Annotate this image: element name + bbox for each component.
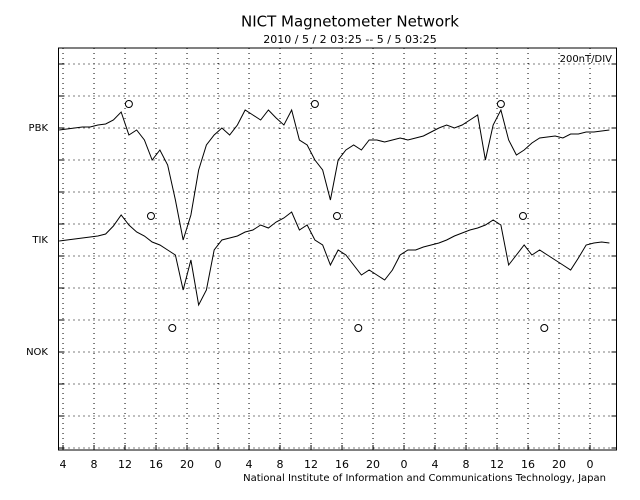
x-tick-label: 0 (215, 458, 222, 471)
marker (496, 100, 505, 108)
marker (518, 212, 527, 220)
marker (354, 324, 363, 332)
marker (146, 212, 155, 220)
x-tick-label: 16 (335, 458, 349, 471)
x-tick-label: 0 (587, 458, 594, 471)
x-tick-label: 4 (60, 458, 67, 471)
x-tick-label: 12 (490, 458, 504, 471)
x-tick-label: 16 (521, 458, 535, 471)
x-tick-label: 0 (401, 458, 408, 471)
footer: National Institute of Information and Co… (243, 473, 606, 484)
x-tick-label: 8 (277, 458, 284, 471)
x-tick-label: 8 (91, 458, 98, 471)
chart-title: NICT Magnetometer Network (241, 13, 459, 31)
y-tick-label: PBK (29, 123, 49, 134)
marker (310, 100, 319, 108)
x-tick-label: 20 (552, 458, 566, 471)
scale-label: 200nT/DIV (560, 54, 613, 65)
plot-frame (58, 47, 617, 451)
x-tick-label: 8 (463, 458, 470, 471)
series-line (59, 108, 610, 241)
x-tick-label: 12 (304, 458, 318, 471)
x-tick-label: 20 (180, 458, 194, 471)
marker (332, 212, 341, 220)
x-tick-label: 4 (246, 458, 253, 471)
chart-subtitle: 2010 / 5 / 2 03:25 -- 5 / 5 03:25 (263, 33, 436, 46)
x-tick-label: 4 (432, 458, 439, 471)
series-line (59, 211, 610, 307)
y-tick-label: TIK (31, 235, 48, 246)
x-tick-label: 12 (118, 458, 132, 471)
marker (540, 324, 549, 332)
x-tick-label: 20 (366, 458, 380, 471)
marker (124, 100, 133, 108)
x-tick-label: 16 (149, 458, 163, 471)
marker (168, 324, 177, 332)
y-tick-label: NOK (26, 347, 48, 358)
